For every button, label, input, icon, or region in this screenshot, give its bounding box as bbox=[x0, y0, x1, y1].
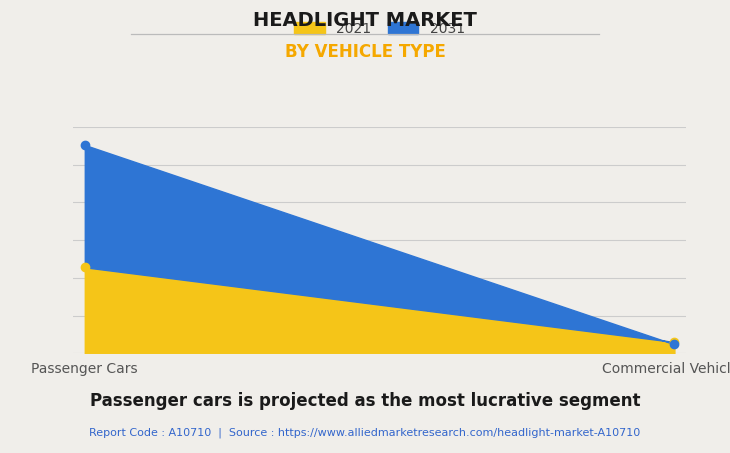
Text: BY VEHICLE TYPE: BY VEHICLE TYPE bbox=[285, 43, 445, 61]
Text: HEADLIGHT MARKET: HEADLIGHT MARKET bbox=[253, 11, 477, 30]
Text: Report Code : A10710  |  Source : https://www.alliedmarketresearch.com/headlight: Report Code : A10710 | Source : https://… bbox=[89, 427, 641, 438]
Legend: 2021, 2031: 2021, 2031 bbox=[289, 16, 470, 41]
Text: Passenger cars is projected as the most lucrative segment: Passenger cars is projected as the most … bbox=[90, 392, 640, 410]
